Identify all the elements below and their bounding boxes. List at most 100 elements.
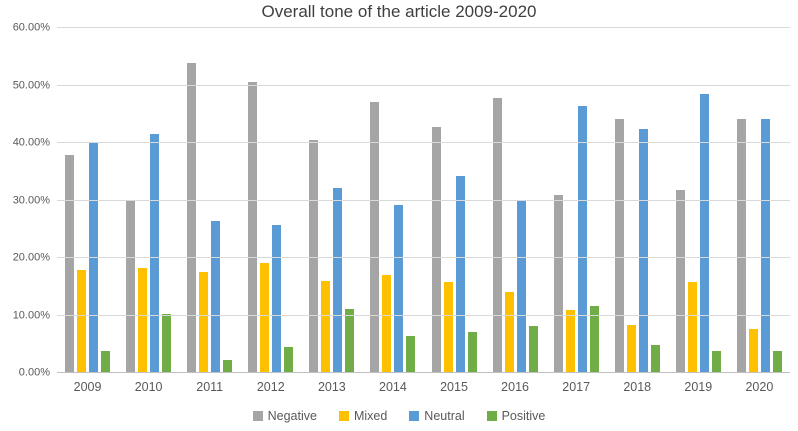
bar-group-2014 (362, 28, 423, 373)
bar-mixed-2020 (748, 329, 758, 373)
bar-negative-2011 (187, 63, 197, 373)
bar-group-2019 (668, 28, 729, 373)
bar-negative-2009 (65, 154, 75, 373)
gridline (57, 142, 790, 143)
x-axis-line (57, 372, 790, 373)
legend-marker-icon (338, 411, 349, 421)
bar-groups (57, 28, 790, 373)
x-tick-label-2011: 2011 (196, 380, 224, 394)
bar-neutral-2010 (150, 133, 160, 373)
bar-mixed-2011 (199, 271, 209, 373)
bar-neutral-2013 (333, 188, 343, 373)
bar-negative-2012 (248, 82, 258, 373)
bar-group-2017 (546, 28, 607, 373)
bar-negative-2010 (126, 200, 136, 373)
bar-negative-2020 (736, 118, 746, 373)
legend-marker-icon (409, 411, 420, 421)
bar-positive-2017 (589, 305, 599, 373)
bar-group-2012 (240, 28, 301, 373)
bar-mixed-2010 (138, 268, 148, 373)
bar-negative-2014 (370, 101, 380, 373)
x-tick-label-2019: 2019 (684, 380, 713, 394)
bar-neutral-2014 (394, 204, 404, 373)
legend-label: Negative (267, 409, 317, 423)
gridline (57, 199, 790, 201)
y-tick-label: 0.00% (18, 366, 50, 379)
bar-positive-2015 (467, 332, 477, 373)
bar-negative-2019 (675, 190, 685, 373)
bar-mixed-2013 (321, 281, 331, 373)
gridline (57, 314, 790, 316)
bar-negative-2015 (431, 126, 441, 373)
bar-positive-2014 (406, 335, 416, 373)
legend-item-neutral: Neutral (409, 409, 465, 423)
bar-positive-2018 (650, 345, 660, 373)
chart-title: Overall tone of the article 2009-2020 (261, 2, 537, 21)
bar-mixed-2016 (504, 291, 514, 373)
bar-positive-2020 (772, 351, 782, 373)
legend-marker-icon (252, 411, 263, 421)
y-tick-label: 20.00% (12, 251, 50, 264)
bar-negative-2017 (553, 195, 563, 373)
bar-negative-2013 (309, 140, 319, 373)
y-axis: 0.00% 10.00% 20.00% 30.00% 40.00% 50.00% 60.00… (0, 22, 50, 378)
bar-group-2018 (607, 28, 668, 373)
x-tick-label-2016: 2016 (501, 380, 529, 394)
legend-label: Mixed (353, 409, 388, 423)
bar-neutral-2012 (272, 224, 282, 373)
bar-neutral-2011 (211, 221, 221, 373)
x-tick-label-2018: 2018 (623, 380, 652, 394)
bar-group-2010 (118, 28, 179, 373)
legend-item-mixed: Mixed (338, 409, 388, 423)
bar-group-2011 (179, 28, 240, 373)
bar-mixed-2015 (443, 281, 453, 373)
bar-neutral-2009 (89, 143, 99, 373)
bar-neutral-2018 (638, 129, 648, 373)
legend-item-negative: Negative (252, 409, 317, 423)
gridline (57, 84, 790, 86)
bar-mixed-2018 (626, 324, 636, 373)
x-tick-label-2014: 2014 (379, 380, 407, 394)
y-tick-label: 50.00% (12, 79, 50, 91)
legend: Negative Mixed Neutral Positive (0, 409, 798, 423)
bar-neutral-2017 (577, 106, 587, 373)
x-axis: 2009 2010 2011 2012 2013 2014 2015 2016 2017 2018… (57, 380, 790, 394)
x-tick-label-2015: 2015 (440, 380, 468, 394)
y-tick-label: 40.00% (12, 136, 50, 149)
x-tick-label-2017: 2017 (562, 380, 591, 394)
x-tick-label-2010: 2010 (134, 380, 163, 394)
x-tick-label-2009: 2009 (73, 380, 102, 394)
bar-neutral-2019 (699, 94, 709, 373)
bar-positive-2009 (101, 350, 111, 373)
bar-group-2009 (57, 28, 118, 373)
bar-negative-2016 (492, 98, 502, 373)
bar-neutral-2015 (455, 176, 465, 373)
y-tick-label: 10.00% (12, 309, 50, 321)
x-tick-label-2013: 2013 (317, 380, 346, 394)
bar-negative-2018 (614, 118, 624, 373)
bar-mixed-2017 (565, 309, 575, 373)
bar-neutral-2016 (516, 201, 526, 373)
x-tick-label-2020: 2020 (745, 380, 774, 394)
bar-group-2016 (485, 28, 546, 373)
y-tick-label: 60.00% (12, 21, 50, 34)
y-tick-label: 30.00% (12, 194, 50, 206)
bar-positive-2010 (162, 313, 172, 373)
bar-mixed-2014 (382, 275, 392, 373)
bar-mixed-2012 (260, 263, 270, 373)
bar-mixed-2019 (687, 281, 697, 373)
bar-group-2015 (423, 28, 484, 373)
bar-positive-2011 (223, 360, 233, 373)
bar-positive-2016 (528, 325, 538, 373)
bar-neutral-2020 (760, 118, 770, 373)
bar-positive-2019 (711, 351, 721, 373)
bar-positive-2012 (284, 346, 294, 373)
legend-label: Neutral (424, 409, 465, 423)
x-tick-label-2012: 2012 (256, 380, 285, 394)
bar-group-2013 (301, 28, 362, 373)
bar-group-2020 (729, 28, 790, 373)
legend-item-positive: Positive (486, 409, 546, 423)
gridline (57, 27, 790, 28)
legend-label: Positive (501, 409, 546, 423)
bar-mixed-2009 (77, 269, 87, 373)
